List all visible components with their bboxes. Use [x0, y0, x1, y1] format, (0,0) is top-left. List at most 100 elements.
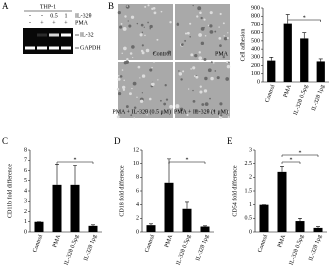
cell	[214, 30, 217, 33]
x-tick-label: IL-32θ 1μg	[311, 84, 326, 112]
y-tick-label: 1	[249, 202, 252, 208]
y-tick-label: 500	[251, 38, 260, 44]
cell	[210, 76, 214, 81]
cell	[119, 75, 123, 78]
cell	[125, 4, 130, 9]
error-bar	[55, 164, 59, 185]
error-bar	[302, 32, 307, 39]
x-tick-label: PMA	[277, 233, 287, 248]
x-tick-label: Control	[32, 234, 44, 254]
cell	[198, 51, 201, 54]
bar	[267, 60, 276, 82]
bar	[313, 227, 323, 232]
y-tick-label: 300	[251, 55, 260, 61]
cell	[131, 45, 135, 49]
cell	[141, 31, 144, 34]
cell	[189, 22, 192, 25]
cell	[192, 66, 196, 70]
y-tick-label: 0	[257, 79, 260, 85]
cell	[123, 46, 127, 51]
y-tick-label: 2	[249, 175, 252, 181]
x-tick-label: PMA	[52, 233, 62, 248]
cell	[116, 115, 120, 119]
cell	[129, 92, 132, 96]
cell	[130, 114, 133, 117]
cell	[218, 37, 222, 40]
micrograph	[118, 4, 173, 60]
y-tick-label: 400	[251, 46, 260, 52]
error-bar	[91, 224, 95, 226]
cell	[117, 77, 121, 81]
cell	[184, 39, 187, 42]
cell	[139, 99, 144, 103]
cell	[187, 88, 190, 90]
y-tick-label: 800	[251, 14, 260, 20]
y-tick-label: 3	[24, 199, 27, 205]
bar	[88, 225, 98, 232]
band-label: IL-32	[80, 32, 94, 38]
cell	[122, 26, 127, 31]
cell	[190, 68, 192, 70]
y-tick-label: 0	[249, 229, 252, 235]
bar	[70, 184, 80, 232]
cell	[144, 5, 147, 8]
cell	[196, 15, 199, 18]
cell	[119, 25, 123, 29]
cell	[144, 34, 146, 37]
y-tick-label: 6	[24, 168, 27, 174]
y-axis-label: CD18 fold difference	[118, 165, 125, 217]
cell-line: THP-1	[40, 4, 56, 10]
cell	[156, 38, 159, 41]
y-tick-label: 700	[251, 22, 260, 28]
cell	[200, 16, 203, 20]
cell	[182, 70, 185, 73]
cell	[133, 106, 137, 109]
lane-label: 0.5	[50, 13, 58, 19]
cell	[141, 74, 146, 78]
error-bar	[285, 14, 290, 24]
significance-label: *	[299, 150, 302, 156]
cell	[141, 92, 143, 94]
cell	[153, 61, 155, 64]
error-bar	[269, 57, 274, 61]
cell	[189, 35, 191, 38]
y-axis-label: CD54 fold difference	[231, 165, 238, 217]
gel-image	[23, 28, 73, 54]
y-tick-label: 2	[24, 209, 27, 215]
cell	[184, 32, 188, 35]
cell	[204, 102, 209, 106]
y-axis-label: CD11b fold difference	[6, 164, 13, 218]
y-tick-label: 2	[136, 216, 139, 222]
cell	[193, 75, 196, 77]
gel-band	[37, 46, 47, 50]
cell	[223, 35, 225, 37]
cell	[227, 116, 230, 119]
significance-label: *	[303, 15, 306, 21]
cell	[222, 22, 225, 25]
bar	[52, 184, 62, 232]
y-tick-label: 12	[133, 147, 139, 153]
cell	[197, 6, 202, 11]
cell	[198, 33, 202, 37]
cell	[195, 75, 199, 79]
significance-label: *	[74, 157, 77, 163]
cell	[178, 70, 180, 72]
cell	[121, 69, 124, 71]
error-bar	[73, 165, 77, 185]
cell	[222, 55, 225, 59]
x-tick-label: IL-32θ 0.5μg	[176, 234, 193, 266]
gel-band	[61, 33, 71, 37]
cell	[209, 97, 211, 100]
significance-bracket	[56, 161, 94, 164]
x-tick-label: Control	[265, 84, 277, 104]
bar	[34, 221, 44, 232]
cell	[180, 43, 184, 46]
bar	[316, 61, 325, 82]
y-tick-label: 8	[136, 175, 139, 181]
y-tick-label: 0.5	[245, 216, 253, 222]
cell	[178, 72, 183, 76]
significance-bracket	[168, 161, 206, 164]
micrograph	[175, 62, 230, 118]
cell	[212, 62, 215, 64]
cell	[200, 27, 205, 31]
